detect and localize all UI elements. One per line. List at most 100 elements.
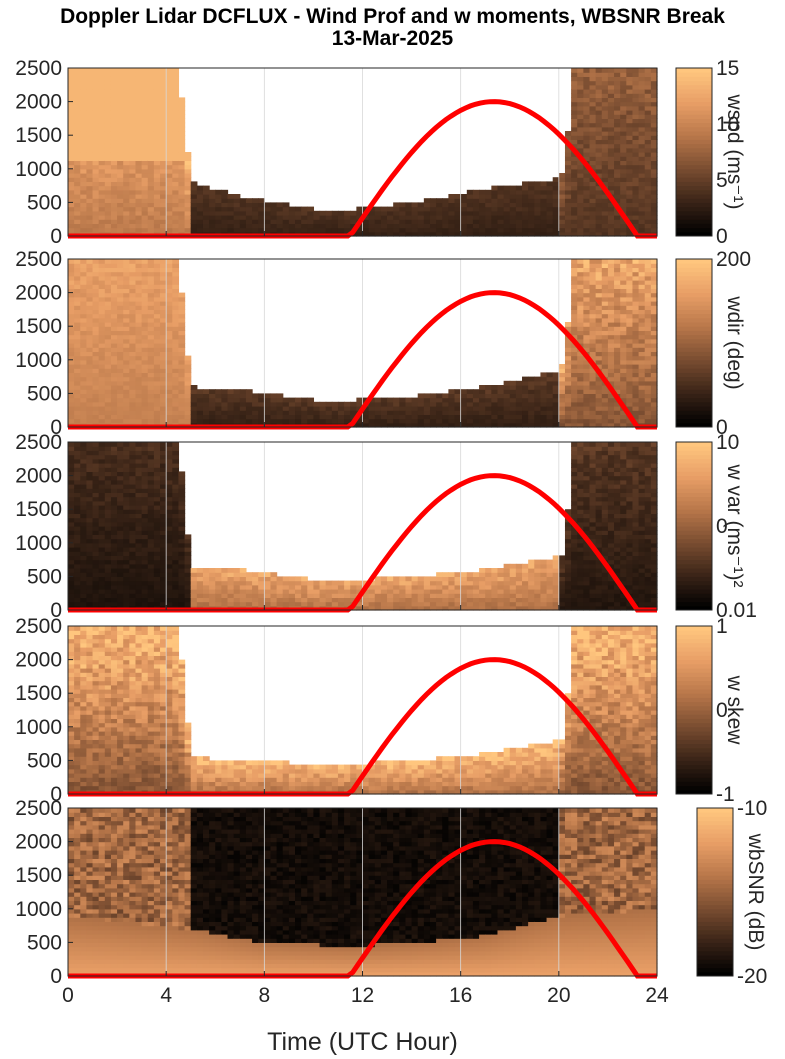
heatmap-cell (135, 72, 143, 77)
heatmap-cell (184, 364, 192, 369)
colorbar-segment (676, 267, 712, 273)
heatmap-cell (442, 231, 449, 237)
heatmap-cell (620, 72, 627, 77)
heatmap-cell (571, 317, 578, 323)
heatmap-cell (589, 275, 597, 281)
heatmap-cell (147, 305, 155, 310)
heatmap-cell (577, 334, 584, 340)
heatmap-cell (74, 160, 81, 166)
heatmap-cell (620, 259, 627, 264)
heatmap-cell (129, 397, 137, 403)
heatmap-cell (153, 479, 161, 485)
heatmap-cell (129, 263, 137, 268)
heatmap-cell (80, 492, 88, 498)
heatmap-cell (147, 393, 155, 399)
heatmap-cell (626, 72, 634, 77)
heatmap-cell (466, 401, 474, 407)
heatmap-cell (74, 538, 81, 544)
heatmap-cell (577, 189, 584, 195)
heatmap-cell (123, 347, 130, 352)
heatmap-cell (160, 173, 167, 178)
heatmap-cell (528, 401, 535, 407)
heatmap-cell (638, 271, 646, 277)
heatmap-cell (86, 152, 94, 157)
heatmap-cell (104, 572, 112, 577)
heatmap-cell (98, 330, 106, 336)
heatmap-cell (650, 89, 658, 94)
heatmap-cell (209, 194, 216, 199)
heatmap-cell (319, 227, 327, 233)
heatmap-cell (356, 584, 364, 590)
heatmap-cell (607, 380, 615, 386)
heatmap-cell (147, 530, 155, 535)
heatmap-cell (540, 194, 548, 199)
heatmap-cell (227, 589, 235, 594)
heatmap-cell (644, 122, 652, 128)
heatmap-cell (147, 463, 155, 468)
heatmap-cell (147, 168, 155, 174)
heatmap-cell (362, 414, 370, 420)
heatmap-cell (123, 135, 130, 140)
heatmap-cell (190, 414, 198, 420)
heatmap-cell (104, 397, 112, 403)
heatmap-cell (620, 422, 627, 428)
heatmap-cell (80, 467, 88, 472)
heatmap-cell (74, 84, 81, 90)
heatmap-cell (644, 227, 652, 233)
heatmap-cell (534, 385, 542, 390)
heatmap-cell (110, 292, 118, 298)
heatmap-cell (528, 414, 535, 420)
heatmap-cell (589, 296, 597, 302)
heatmap-cell (583, 410, 591, 415)
heatmap-cell (184, 559, 192, 565)
heatmap-cell (98, 164, 106, 170)
heatmap-cell (68, 326, 75, 331)
heatmap-cell (196, 597, 204, 603)
heatmap-cell (160, 215, 167, 220)
heatmap-cell (479, 227, 486, 233)
heatmap-cell (86, 206, 94, 212)
heatmap-cell (264, 572, 272, 577)
heatmap-cell (166, 467, 173, 472)
heatmap-cell (117, 284, 124, 289)
heatmap-cell (589, 202, 597, 208)
heatmap-cell (337, 418, 345, 424)
heatmap-cell (80, 105, 88, 111)
heatmap-cell (632, 322, 640, 327)
heatmap-cell (552, 397, 560, 403)
heatmap-cell (147, 559, 155, 565)
heatmap-cell (245, 393, 253, 399)
heatmap-cell (620, 355, 627, 361)
heatmap-cell (172, 160, 180, 166)
heatmap-cell (595, 97, 603, 103)
heatmap-cell (80, 156, 88, 161)
heatmap-cell (607, 210, 615, 216)
heatmap-cell (442, 198, 449, 203)
heatmap-cell (644, 334, 652, 340)
heatmap-cell (632, 326, 640, 331)
heatmap-cell (202, 593, 210, 598)
heatmap-cell (80, 526, 88, 531)
heatmap-cell (74, 143, 81, 149)
heatmap-cell (117, 168, 124, 174)
heatmap-cell (98, 410, 106, 415)
heatmap-cell (522, 189, 529, 195)
heatmap-cell (546, 389, 554, 394)
heatmap-cell (123, 223, 130, 229)
heatmap-cell (86, 488, 94, 493)
colorbar-segment (676, 147, 712, 153)
heatmap-cell (147, 97, 155, 103)
heatmap-cell (98, 496, 106, 502)
heatmap-cell (221, 206, 229, 212)
heatmap-cell (98, 572, 106, 577)
heatmap-cell (552, 227, 560, 233)
heatmap-cell (123, 343, 130, 348)
heatmap-cell (129, 418, 137, 424)
heatmap-cell (374, 401, 382, 407)
heatmap-cell (644, 156, 652, 161)
heatmap-cell (184, 568, 192, 573)
heatmap-cell (74, 284, 81, 289)
heatmap-cell (147, 105, 155, 111)
heatmap-cell (117, 568, 124, 573)
heatmap-cell (239, 584, 247, 590)
